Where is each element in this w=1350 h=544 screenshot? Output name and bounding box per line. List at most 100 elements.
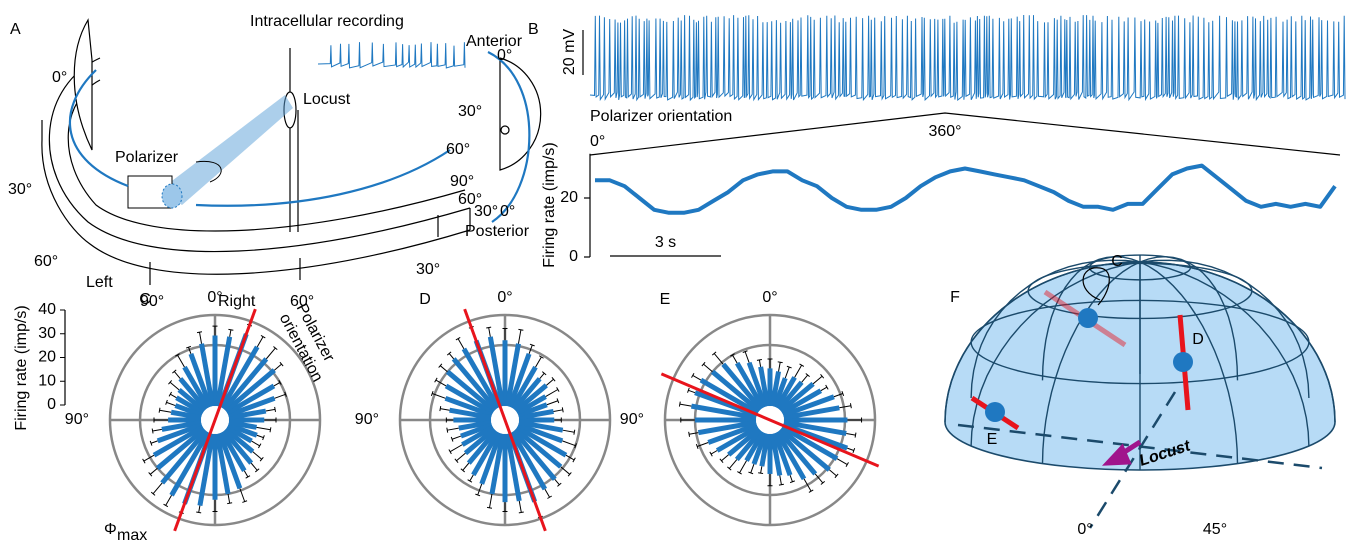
polarizer-filter xyxy=(162,184,182,208)
dome-label: E xyxy=(987,431,998,448)
panel-letter: B xyxy=(528,21,539,38)
error-bar xyxy=(679,402,691,407)
error-bar xyxy=(758,466,763,473)
error-bar xyxy=(197,332,202,344)
pref-label-sub: max xyxy=(117,527,147,544)
error-bar xyxy=(720,455,729,463)
error-bar xyxy=(536,356,544,367)
error-bar xyxy=(264,418,276,423)
error-bar xyxy=(778,362,783,372)
error-bar xyxy=(228,329,233,336)
r-tick-label: 40 xyxy=(38,301,56,318)
error-bar xyxy=(164,495,172,506)
y-tick-label: 0 xyxy=(569,248,578,265)
error-bar xyxy=(159,408,171,413)
angle-label: 0° xyxy=(207,289,222,306)
angle-label: 90° xyxy=(355,411,379,428)
error-bar xyxy=(253,452,264,461)
r-tick-label: 0 xyxy=(47,396,56,413)
r-tick-label: 10 xyxy=(38,372,56,389)
figure: AIntracellular recordingLocustPolarizerL… xyxy=(0,0,1350,544)
panel-letter: D xyxy=(419,291,431,308)
arena-side-label: Left xyxy=(86,274,113,291)
neuron-dot xyxy=(1173,352,1193,372)
error-bar xyxy=(768,359,773,368)
error-bar xyxy=(555,479,561,486)
stimulus-angle: 0° xyxy=(590,133,605,150)
error-bar xyxy=(554,418,561,423)
error-bar xyxy=(681,418,695,423)
dome-angle: 45° xyxy=(1203,521,1227,538)
arena-side-label: Right xyxy=(218,293,256,310)
error-bar xyxy=(837,459,848,467)
error-bar xyxy=(168,380,179,389)
rate-line xyxy=(595,166,1335,213)
eye-angle: 0° xyxy=(497,47,512,64)
error-bar xyxy=(540,372,546,379)
error-bar xyxy=(166,400,176,406)
recording-label: Intracellular recording xyxy=(250,13,404,30)
error-bar xyxy=(779,475,784,485)
error-bar xyxy=(846,433,856,438)
arena-bottom xyxy=(42,140,470,274)
error-bar xyxy=(802,373,810,382)
error-bar xyxy=(455,453,466,462)
arena-angle: 30° xyxy=(8,181,32,198)
arena-angle: 0° xyxy=(52,69,67,86)
error-bar xyxy=(244,471,250,478)
error-bar xyxy=(257,435,264,440)
eye-label: Anterior xyxy=(466,33,523,50)
error-bar xyxy=(547,398,559,404)
error-bar xyxy=(227,494,232,504)
error-bar xyxy=(692,373,701,380)
stimulus-label: Polarizer orientation xyxy=(590,108,732,125)
arena-angle: 60° xyxy=(34,253,58,270)
locust-label: Locust xyxy=(303,91,351,108)
angle-label: 90° xyxy=(65,411,89,428)
polarizer-label: Polarizer xyxy=(115,149,179,166)
error-bar xyxy=(487,494,492,508)
error-bar xyxy=(554,407,564,412)
error-bar xyxy=(813,374,824,383)
spike-trace xyxy=(590,15,1345,100)
error-bar xyxy=(839,403,851,408)
error-bar xyxy=(702,362,713,371)
error-bar xyxy=(266,407,276,412)
error-bar xyxy=(821,385,828,391)
scalebar-label: 3 s xyxy=(655,234,676,251)
error-bar xyxy=(545,489,552,498)
error-bar xyxy=(563,430,575,435)
error-bar xyxy=(712,352,723,364)
y-axis-label: Firing rate (imp/s) xyxy=(541,142,558,267)
error-bar xyxy=(486,327,491,337)
stimulus-angle: 360° xyxy=(928,123,961,140)
panel-letter: E xyxy=(660,291,671,308)
scale-label: 20 mV xyxy=(561,29,578,76)
error-bar xyxy=(561,467,572,476)
error-bar xyxy=(213,500,218,512)
neuron-dot xyxy=(1078,308,1098,328)
pref-label: Φ xyxy=(104,521,117,538)
error-bar xyxy=(213,326,218,335)
angle-label: 0° xyxy=(497,289,512,306)
error-bar xyxy=(768,474,773,486)
error-bar xyxy=(447,352,453,359)
error-bar xyxy=(468,475,474,482)
error-bar xyxy=(251,463,259,472)
error-bar xyxy=(252,441,261,448)
locust-rod xyxy=(290,48,298,232)
arena-angle: 30° xyxy=(416,261,440,278)
error-bar xyxy=(503,328,508,340)
error-bar xyxy=(440,406,450,411)
arena-ticks xyxy=(42,120,470,285)
error-bar xyxy=(743,351,749,363)
error-bar xyxy=(150,441,157,446)
error-bar xyxy=(447,428,459,433)
error-bar xyxy=(785,366,791,378)
error-bar xyxy=(196,506,201,513)
eye-angle: 60° xyxy=(446,141,470,158)
arena-top xyxy=(49,58,470,252)
error-bar xyxy=(518,329,523,343)
error-bar xyxy=(451,436,461,442)
eye-angle: 30° xyxy=(474,203,498,220)
